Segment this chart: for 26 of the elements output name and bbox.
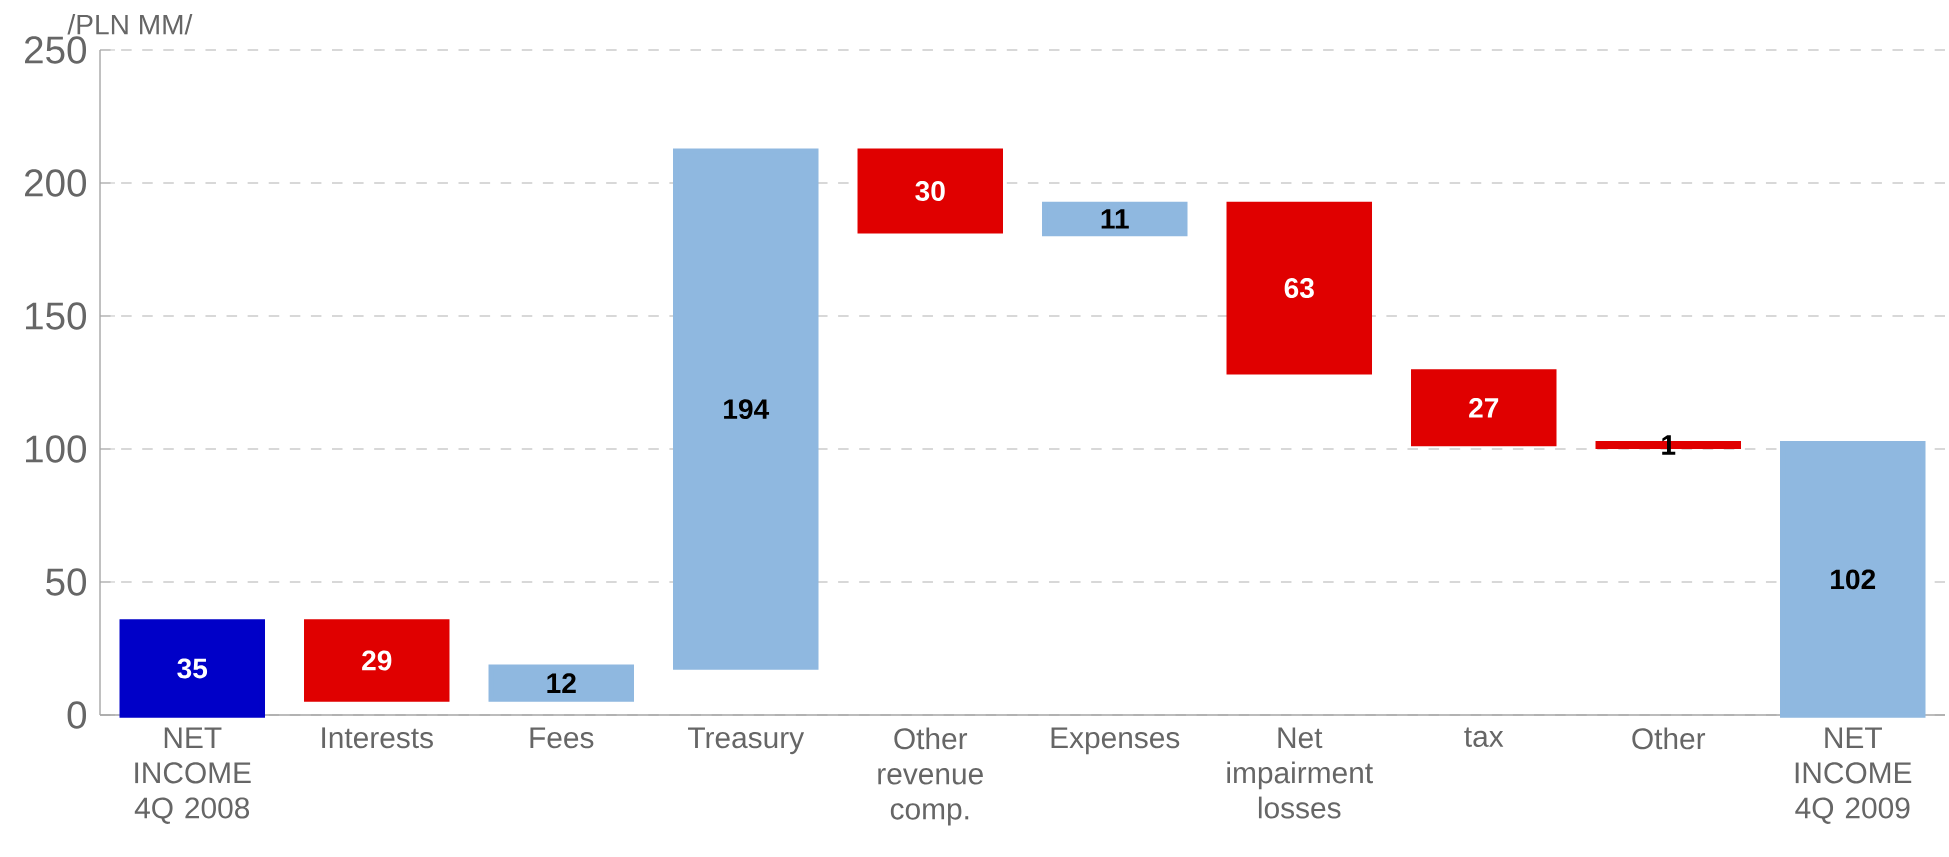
- data-label: 194: [724, 399, 770, 420]
- x-tick-label: Fees: [530, 727, 594, 749]
- y-tick-label: 50: [46, 568, 87, 596]
- y-tick-label: 150: [26, 302, 87, 330]
- data-label: 12: [547, 673, 576, 693]
- data-label: 11: [1101, 209, 1129, 229]
- data-label: 102: [1831, 569, 1876, 590]
- x-tick-label: NET INCOME 4Q 2008: [134, 727, 251, 824]
- data-label: 35: [177, 658, 208, 679]
- x-tick-label: Expenses: [1051, 727, 1180, 755]
- x-tick-label: Other: [1632, 727, 1706, 750]
- data-label: 29: [362, 650, 392, 671]
- x-tick-label: tax: [1464, 727, 1504, 747]
- x-tick-label: Treasury: [688, 727, 805, 755]
- data-label: 63: [1284, 278, 1314, 299]
- y-axis-title: /PLN MM/: [67, 13, 193, 35]
- y-tick-label: 200: [25, 169, 87, 197]
- x-tick-label: Net impairment losses: [1227, 727, 1373, 819]
- data-label: 30: [915, 181, 945, 201]
- data-label: 27: [1469, 397, 1499, 418]
- y-tick-label: 250: [25, 36, 87, 64]
- x-tick-label: NET INCOME 4Q 2009: [1795, 727, 1912, 824]
- y-tick-label: 0: [67, 701, 87, 729]
- x-tick-label: Interests: [322, 727, 433, 749]
- x-tick-label: Other revenue comp.: [878, 727, 983, 826]
- y-tick-label: 100: [26, 435, 87, 463]
